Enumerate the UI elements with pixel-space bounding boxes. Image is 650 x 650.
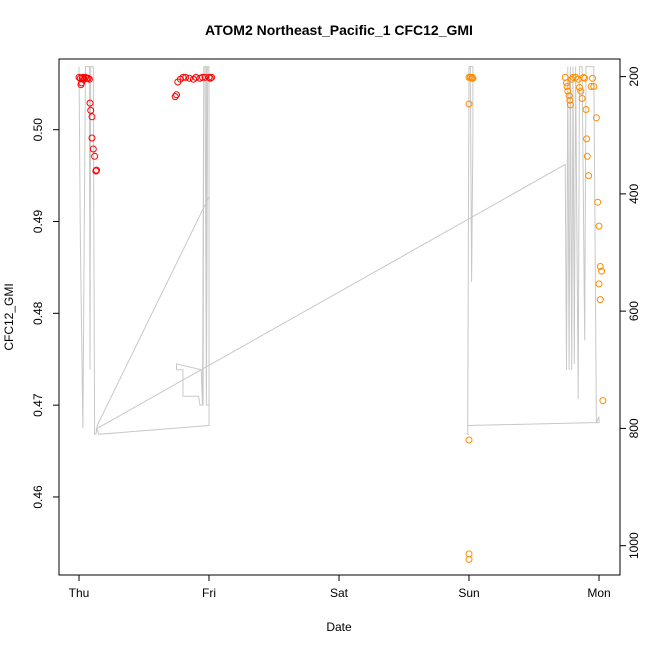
plot-frame	[58, 58, 621, 576]
orange-point	[566, 96, 574, 104]
orange-point	[565, 92, 573, 100]
red-point	[84, 74, 92, 82]
orange-point	[583, 152, 591, 160]
red-point	[208, 73, 216, 81]
orange-point	[599, 397, 607, 405]
profile-line-layer	[78, 66, 600, 435]
orange-point	[592, 114, 600, 122]
red-point	[91, 152, 99, 160]
red-point	[89, 145, 97, 153]
x-axis-label: Date	[326, 620, 352, 634]
profile-line	[78, 66, 600, 435]
orange-point	[590, 83, 598, 90]
orange-point	[583, 135, 591, 143]
orange-point	[469, 74, 477, 82]
secondary-y-axis: 200 400 600 800 1000	[620, 66, 641, 559]
x-tick-label: Thu	[69, 586, 90, 600]
orange-point	[587, 83, 595, 90]
red-point	[88, 113, 96, 121]
y-axis-label: CFC12_GMI	[2, 283, 16, 350]
orange-point	[594, 198, 602, 206]
red-point	[173, 91, 180, 99]
y2-tick-label: 800	[627, 418, 641, 438]
orange-point	[563, 83, 571, 90]
y2-tick-label: 1000	[627, 532, 641, 559]
x-tick-label: Fri	[202, 586, 216, 600]
orange-point	[595, 280, 603, 288]
y2-tick-label: 200	[627, 66, 641, 86]
orange-point	[596, 263, 604, 270]
y-axis: 0.46 0.47 0.48 0.49 0.50	[31, 118, 59, 509]
y-tick-label: 0.48	[31, 301, 45, 325]
y-tick-label: 0.50	[31, 118, 45, 142]
orange-point	[595, 222, 603, 230]
orange-point	[582, 106, 590, 113]
y2-tick-label: 400	[627, 184, 641, 204]
red-point	[79, 73, 87, 81]
orange-point	[576, 84, 583, 91]
orange-point	[566, 101, 574, 109]
orange-point	[581, 74, 589, 82]
orange-point	[598, 267, 606, 275]
x-tick-label: Mon	[587, 586, 610, 600]
y-tick-label: 0.46	[31, 485, 45, 509]
orange-point	[465, 100, 473, 108]
red-point	[182, 73, 190, 81]
x-tick-label: Sat	[330, 586, 349, 600]
red-point	[85, 75, 93, 83]
orange-point	[564, 87, 572, 95]
red-point	[87, 106, 95, 114]
red-point	[93, 166, 100, 174]
red-point	[186, 74, 193, 82]
points-layer	[75, 73, 607, 563]
chart-title: ATOM2 Northeast_Pacific_1 CFC12_GMI	[205, 22, 473, 38]
orange-point	[579, 73, 587, 81]
orange-point	[465, 436, 473, 444]
x-tick-label: Sun	[458, 586, 479, 600]
orange-point	[589, 74, 596, 82]
orange-point	[577, 87, 585, 95]
y2-tick-label: 600	[627, 301, 641, 321]
red-point	[171, 93, 179, 101]
x-axis: Thu Fri Sat Sun Mon	[69, 575, 611, 600]
orange-point	[596, 296, 604, 304]
orange-point	[563, 79, 570, 87]
orange-point	[578, 95, 586, 102]
red-point	[86, 99, 94, 107]
red-point	[179, 73, 187, 81]
y-tick-label: 0.49	[31, 210, 45, 234]
red-point	[205, 73, 213, 81]
orange-point	[585, 172, 593, 180]
red-point	[88, 134, 96, 142]
red-point	[206, 74, 214, 82]
y-tick-label: 0.47	[31, 393, 45, 417]
orange-point	[465, 555, 473, 563]
